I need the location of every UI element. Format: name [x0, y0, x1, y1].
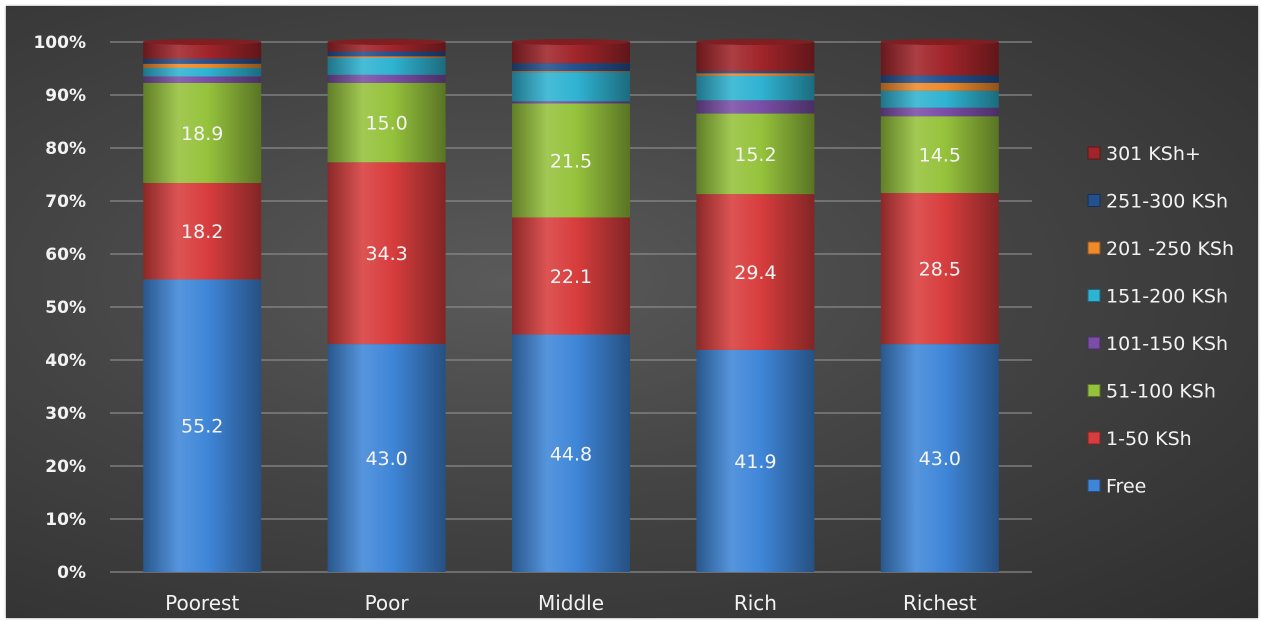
bar-poorest-free [143, 279, 262, 572]
data-label: 15.2 [734, 144, 776, 166]
bar-poorest-301-ksh [143, 42, 262, 59]
y-tick-label: 20% [45, 457, 86, 477]
bar-rich-101-150-ksh [696, 100, 815, 114]
bar-richest-201-250-ksh [880, 82, 999, 91]
bar-rich-251-300-ksh [696, 71, 815, 74]
data-label: 29.4 [734, 262, 776, 284]
bar-poor-free [327, 344, 446, 572]
y-tick-label: 70% [45, 192, 86, 212]
bar-richest-251-300-ksh [880, 75, 999, 83]
bar-poor-101-150-ksh [327, 74, 446, 83]
bar-poor-201-250-ksh [327, 56, 446, 58]
legend-swatch-free [1087, 479, 1101, 492]
legend-label: 51-100 KSh [1106, 381, 1216, 403]
legend-label: 151-200 KSh [1106, 286, 1228, 308]
data-label: 14.5 [919, 145, 961, 167]
legend-swatch-1-50-ksh [1087, 431, 1101, 445]
bar-middle-free [512, 334, 630, 572]
data-label: 28.5 [919, 259, 961, 281]
bar-richest-free [880, 344, 999, 572]
legend-swatch-151-200-ksh [1087, 289, 1101, 302]
bar-poorest-151-200-ksh [143, 67, 262, 77]
bars [143, 39, 999, 572]
bar-top-cap [512, 39, 630, 45]
legend-swatch-251-300-ksh [1087, 194, 1101, 207]
bar-top-cap [696, 39, 815, 45]
bar-richest-101-150-ksh [880, 107, 999, 117]
bar-poor-251-300-ksh [327, 51, 446, 57]
bar-middle-301-ksh [512, 42, 630, 64]
y-tick-label: 40% [45, 351, 86, 371]
bar-middle-101-150-ksh [512, 101, 630, 104]
data-labels: 55.2 18.2 18.9 43.0 34.3 15.0 44.8 22.1 21.5 41.9… [181, 113, 961, 473]
legend-label: 1-50 KSh [1106, 428, 1192, 450]
bar-poorest-201-250-ksh [143, 63, 262, 68]
bar-poorest-51-100-ksh [143, 82, 262, 183]
x-category-label: Poor [365, 591, 410, 615]
bar-richest-1-50-ksh [880, 193, 999, 345]
bar-middle-151-200-ksh [512, 72, 630, 102]
x-category-label: Richest [903, 591, 977, 615]
legend-swatch-201-250-ksh [1087, 241, 1101, 255]
y-tick-label: 0% [57, 563, 86, 583]
data-label: 18.2 [181, 221, 223, 243]
bar-richest-151-200-ksh [880, 90, 999, 108]
legend-swatch-51-100-ksh [1087, 384, 1101, 397]
data-label: 18.9 [181, 123, 223, 145]
bar-rich-201-250-ksh [696, 73, 815, 76]
bar-top-cap [143, 39, 262, 45]
data-label: 21.5 [550, 150, 592, 172]
bar-rich-151-200-ksh [696, 75, 815, 101]
legend-label: Free [1106, 476, 1146, 498]
bar-middle-1-50-ksh [512, 217, 630, 335]
legend-swatch-301-ksh [1087, 146, 1101, 160]
data-label: 43.0 [919, 448, 961, 470]
bar-top-cap [880, 39, 999, 45]
chart-frame: 0% 10% 20% 30% 40% 50% 60% 70% 80% 90% 100% 55.2 18… [6, 6, 1258, 618]
stacked-bar-chart: 0% 10% 20% 30% 40% 50% 60% 70% 80% 90% 100% 55.2 18… [33, 33, 1234, 615]
data-label: 22.1 [550, 266, 592, 288]
legend-swatch-101-150-ksh [1087, 336, 1101, 350]
y-axis-ticks: 0% 10% 20% 30% 40% 50% 60% 70% 80% 90% 100% [33, 33, 86, 583]
bar-poor-51-100-ksh [327, 82, 446, 163]
x-axis-categories: Poorest Poor Middle Rich Richest [165, 591, 977, 615]
bar-richest-301-ksh [880, 42, 999, 76]
bar-poorest-251-300-ksh [143, 58, 262, 64]
y-tick-label: 50% [45, 298, 86, 318]
y-tick-label: 80% [45, 139, 86, 159]
legend-label: 101-150 KSh [1106, 333, 1228, 355]
data-label: 34.3 [365, 243, 407, 265]
bar-rich-1-50-ksh [696, 194, 815, 350]
legend-label: 201 -250 KSh [1106, 238, 1234, 260]
data-label: 41.9 [734, 451, 776, 473]
bar-middle-201-250-ksh [512, 71, 630, 73]
legend: 301 KSh+ 251-300 KSh 201 -250 KSh 151-200 K… [1087, 143, 1234, 498]
y-tick-label: 30% [45, 404, 86, 424]
bar-poor-151-200-ksh [327, 57, 446, 75]
bar-richest-51-100-ksh [880, 116, 999, 194]
bar-poor-1-50-ksh [327, 162, 446, 345]
legend-label: 301 KSh+ [1106, 143, 1201, 165]
x-category-label: Poorest [165, 591, 239, 615]
bar-poor-301-ksh [327, 42, 446, 52]
y-tick-label: 90% [45, 86, 86, 106]
y-tick-label: 60% [45, 245, 86, 265]
data-label: 44.8 [550, 443, 592, 465]
data-label: 15.0 [365, 113, 407, 135]
x-category-label: Middle [538, 591, 604, 615]
bar-poorest-101-150-ksh [143, 76, 262, 83]
data-label: 55.2 [181, 416, 223, 438]
bar-poorest-1-50-ksh [143, 182, 262, 280]
bar-rich-301-ksh [696, 42, 815, 72]
bar-middle-251-300-ksh [512, 63, 630, 72]
data-label: 43.0 [365, 448, 407, 470]
bar-rich-free [696, 349, 815, 572]
legend-label: 251-300 KSh [1106, 191, 1228, 213]
y-tick-label: 10% [45, 510, 86, 530]
bar-rich-51-100-ksh [696, 113, 815, 195]
y-tick-label: 100% [33, 33, 86, 53]
bar-top-cap [327, 39, 446, 45]
x-category-label: Rich [734, 591, 777, 615]
bar-middle-51-100-ksh [512, 103, 630, 218]
